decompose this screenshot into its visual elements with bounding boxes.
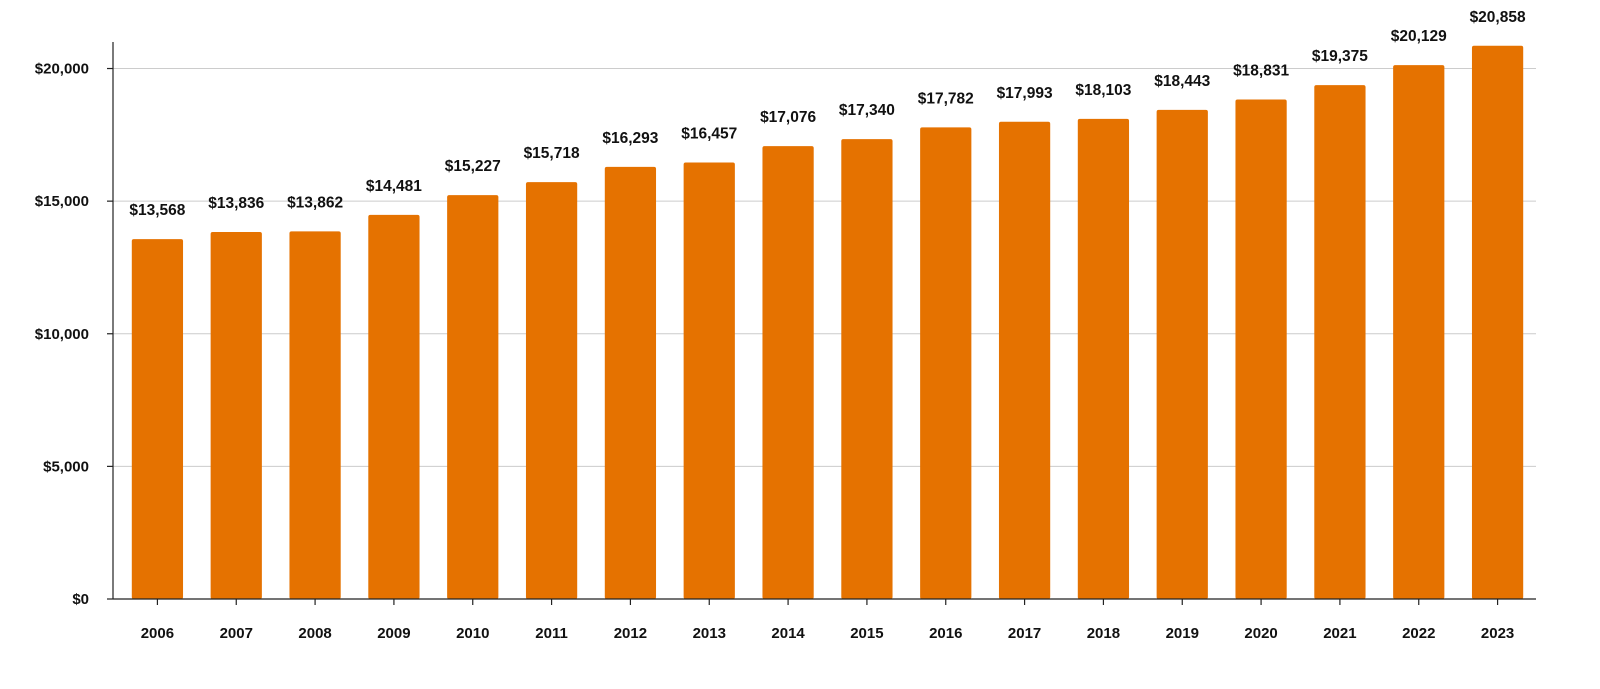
data-label: $13,568 [129, 202, 185, 219]
data-label: $15,227 [445, 158, 501, 175]
x-tick-label: 2017 [1008, 625, 1041, 642]
x-tick-label: 2011 [535, 625, 568, 642]
x-tick-label: 2018 [1087, 625, 1120, 642]
data-label: $18,103 [1075, 82, 1131, 99]
x-tick-label: 2009 [377, 625, 410, 642]
gridlines [113, 68, 1536, 467]
data-label: $20,129 [1391, 28, 1447, 45]
x-tick-label: 2010 [456, 625, 489, 642]
bar-2021 [1314, 85, 1366, 599]
x-tick-label: 2023 [1481, 625, 1514, 642]
labels: $0 $5,000 $10,000 $15,000 $20,000 $13,568 2006… [35, 9, 1526, 642]
bar-2022 [1393, 65, 1445, 600]
bar-2017 [998, 121, 1051, 600]
data-label: $16,293 [602, 130, 658, 147]
data-label: $13,836 [208, 195, 264, 212]
y-tick-label: $20,000 [35, 61, 89, 78]
data-label: $17,993 [997, 85, 1053, 102]
bar-2011 [525, 182, 578, 599]
bar-2008 [289, 231, 341, 599]
data-label: $17,340 [839, 102, 895, 119]
bar-2007 [210, 232, 262, 599]
data-label: $14,481 [366, 178, 422, 195]
data-label: $15,718 [524, 145, 580, 162]
data-label: $18,443 [1154, 73, 1210, 90]
x-tick-label: 2016 [929, 625, 962, 642]
bar-2012 [604, 166, 657, 599]
bar-2020 [1235, 99, 1287, 599]
bar-2014 [762, 146, 814, 600]
x-tick-label: 2020 [1244, 625, 1277, 642]
bar-2015 [841, 139, 893, 599]
bars [131, 45, 1524, 600]
data-label: $16,457 [681, 125, 737, 142]
bar-2019 [1156, 109, 1208, 599]
data-label: $17,782 [918, 90, 974, 107]
x-tick-label: 2008 [298, 625, 331, 642]
bar-2023 [1471, 45, 1524, 600]
y-tick-label: $0 [72, 591, 89, 608]
data-label: $13,862 [287, 194, 343, 211]
data-label: $19,375 [1312, 48, 1368, 65]
bar-2018 [1077, 118, 1130, 599]
y-tick-label: $5,000 [43, 458, 89, 475]
x-tick-label: 2013 [693, 625, 726, 642]
bar-2009 [368, 214, 420, 600]
x-tick-label: 2015 [850, 625, 883, 642]
x-tick-label: 2021 [1323, 625, 1356, 642]
x-tick-label: 2012 [614, 625, 647, 642]
data-label: $18,831 [1233, 63, 1289, 80]
axes [107, 42, 1536, 605]
bar-2010 [447, 195, 499, 599]
x-tick-label: 2007 [220, 625, 253, 642]
bar-2013 [683, 162, 735, 599]
x-tick-label: 2014 [771, 625, 805, 642]
data-label: $20,858 [1470, 9, 1526, 26]
bar-2016 [920, 127, 972, 599]
data-label: $17,076 [760, 109, 816, 126]
x-tick-label: 2019 [1166, 625, 1199, 642]
x-tick-label: 2022 [1402, 625, 1435, 642]
bar-2006 [131, 239, 184, 600]
y-tick-label: $15,000 [35, 193, 89, 210]
x-tick-label: 2006 [141, 625, 174, 642]
y-tick-label: $10,000 [35, 326, 89, 343]
